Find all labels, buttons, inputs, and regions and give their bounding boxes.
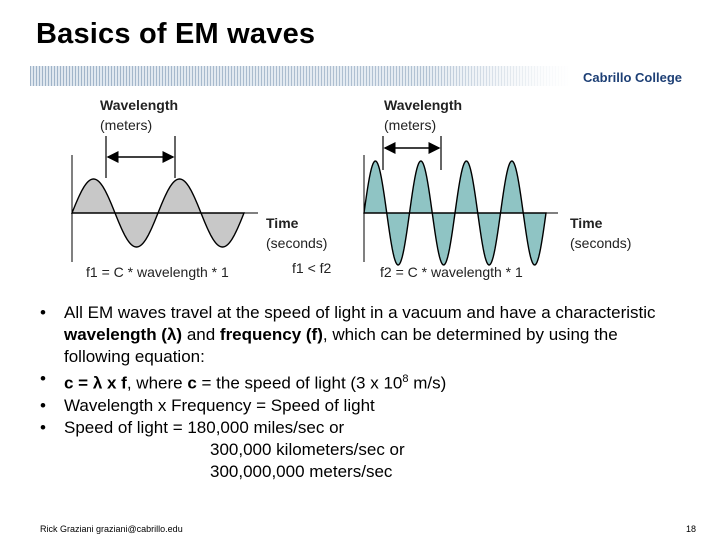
right-time-label: Time: [570, 215, 603, 231]
bullet-list: • All EM waves travel at the speed of lig…: [40, 302, 680, 483]
left-formula: f1 = C * wavelength * 1: [86, 264, 229, 280]
bullet-item: • All EM waves travel at the speed of lig…: [40, 302, 680, 368]
bullet-item: • c = λ x f, where c = the speed of light…: [40, 368, 680, 395]
bullet-text: m/s): [408, 373, 447, 393]
brand-label: Cabrillo College: [583, 70, 682, 85]
slide-title: Basics of EM waves: [36, 18, 316, 50]
left-time-label: Time: [266, 215, 299, 231]
bullet-dot: •: [40, 395, 46, 415]
bullet-dot: •: [40, 369, 46, 388]
bullet-text: frequency (f): [219, 325, 323, 344]
right-time-units: (seconds): [570, 235, 631, 251]
left-wave-panel: Wavelength (meters) Time (seconds) f1 = …: [70, 97, 327, 280]
left-time-units: (seconds): [266, 235, 327, 251]
bullet-text: and: [182, 325, 220, 344]
header-banner-fade: [30, 66, 690, 86]
right-wavelength-label: Wavelength: [384, 97, 462, 113]
page-number: 18: [685, 524, 696, 534]
footer-author: Rick Graziani graziani@cabrillo.edu: [40, 524, 183, 534]
bullet-dot: •: [40, 303, 46, 322]
bullet-text: wavelength (λ): [64, 325, 183, 344]
wave-diagram: Wavelength (meters) Time (seconds) f1 = …: [70, 97, 631, 280]
bullet-dot: •: [40, 417, 46, 437]
bullet-text: c = λ x f: [64, 373, 127, 393]
bullet-item: • Speed of light = 180,000 miles/sec or 30…: [40, 417, 680, 483]
bullet-text: , which can be determined by using the f…: [64, 325, 618, 366]
bullet-text: = the speed of light (3 x 10: [196, 373, 403, 393]
bullet-text: Speed of light = 180,000 miles/sec or: [64, 417, 345, 437]
left-wave: [70, 178, 246, 248]
left-wavelength-units: (meters): [100, 117, 152, 133]
bullet-continuation: 300,000,000 meters/sec: [210, 461, 393, 481]
bullet-text: All EM waves travel at the speed of ligh…: [64, 303, 656, 322]
right-formula: f2 = C * wavelength * 1: [380, 264, 523, 280]
bullet-item: • Wavelength x Frequency = Speed of light: [40, 395, 680, 417]
bullet-text: , where: [126, 373, 188, 393]
bullet-continuation: 300,000 kilometers/sec or: [210, 439, 405, 459]
left-wavelength-label: Wavelength: [100, 97, 178, 113]
right-wave: [363, 160, 547, 266]
right-wavelength-units: (meters): [384, 117, 436, 133]
frequency-comparison: f1 < f2: [292, 260, 332, 276]
bullet-text: Wavelength x Frequency = Speed of light: [64, 395, 375, 415]
bullet-text: 8: [402, 373, 409, 385]
right-wave-panel: Wavelength (meters) Time (seconds) f2 = …: [363, 97, 631, 280]
bullet-text: c: [187, 373, 197, 393]
